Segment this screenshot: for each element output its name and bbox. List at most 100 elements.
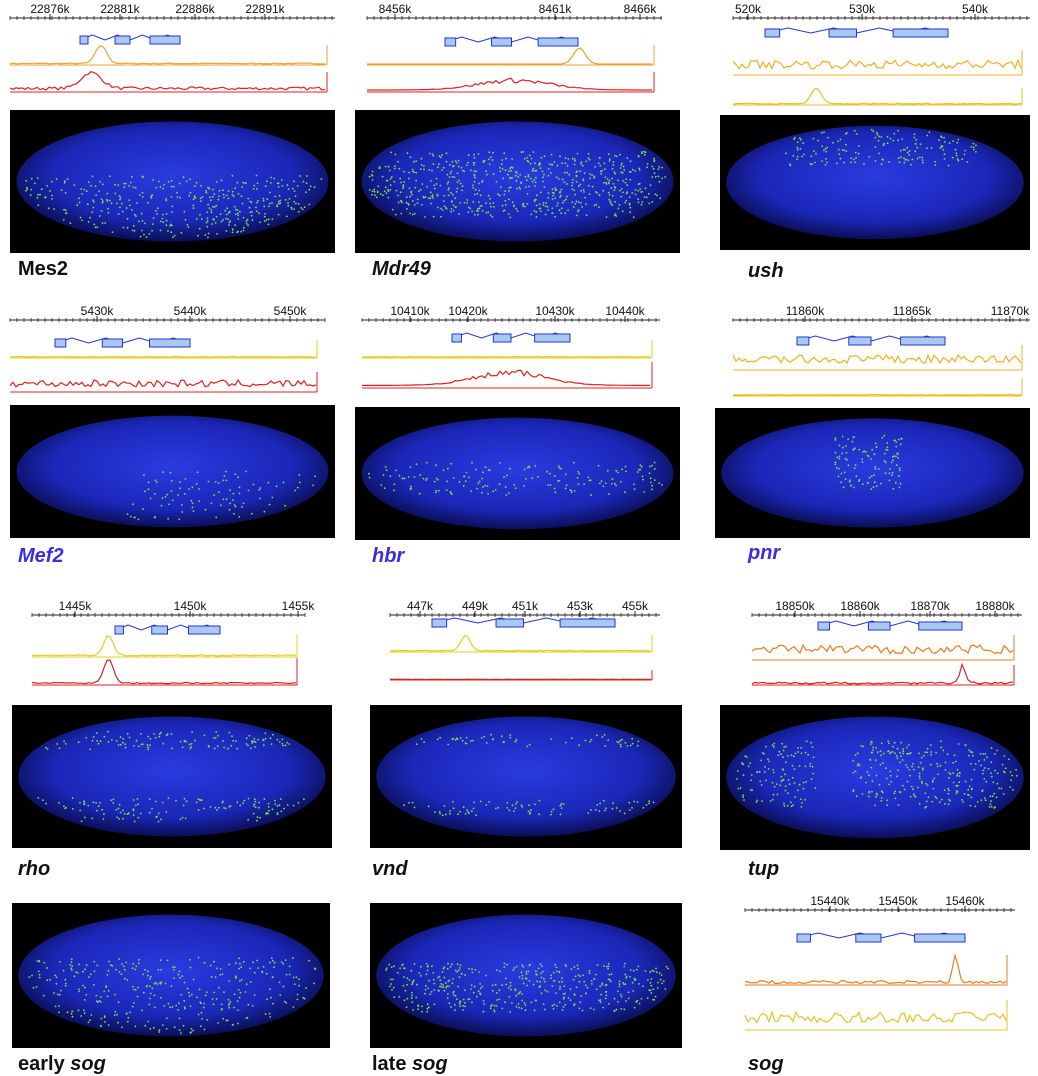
expression-dot xyxy=(935,164,937,166)
expression-dot xyxy=(254,994,256,996)
expression-dot xyxy=(457,813,459,815)
expression-dot xyxy=(792,777,794,779)
expression-dot xyxy=(495,489,497,491)
expression-dot xyxy=(515,990,517,992)
expression-dot xyxy=(956,142,958,144)
expression-dot xyxy=(657,982,659,984)
expression-dot xyxy=(163,184,165,186)
expression-dot xyxy=(226,230,228,232)
expression-dot xyxy=(645,187,647,189)
expression-dot xyxy=(282,185,284,187)
expression-dot xyxy=(888,784,890,786)
expression-dot xyxy=(237,209,239,211)
expression-dot xyxy=(572,158,574,160)
expression-dot xyxy=(941,145,943,147)
expression-dot xyxy=(1003,755,1005,757)
expression-dot xyxy=(613,183,615,185)
expression-dot xyxy=(588,185,590,187)
expression-dot xyxy=(834,463,836,465)
expression-dot xyxy=(641,151,643,153)
expression-dot xyxy=(577,153,579,155)
expression-dot xyxy=(89,217,91,219)
expression-dot xyxy=(513,206,515,208)
expression-dot xyxy=(189,744,191,746)
gene-exon xyxy=(102,339,122,347)
expression-dot xyxy=(857,752,859,754)
gene-exon xyxy=(849,337,871,345)
expression-dot xyxy=(574,189,576,191)
expression-dot xyxy=(234,993,236,995)
expression-dot xyxy=(430,191,432,193)
expression-dot xyxy=(394,483,396,485)
expression-dot xyxy=(446,152,448,154)
expression-dot xyxy=(509,178,511,180)
expression-dot xyxy=(874,466,876,468)
expression-dot xyxy=(594,978,596,980)
expression-dot xyxy=(450,173,452,175)
expression-dot xyxy=(986,756,988,758)
expression-dot xyxy=(606,966,608,968)
embryo xyxy=(18,915,323,1037)
expression-dot xyxy=(58,1005,60,1007)
expression-dot xyxy=(491,216,493,218)
expression-dot xyxy=(874,481,876,483)
expression-dot xyxy=(944,803,946,805)
expression-dot xyxy=(503,152,505,154)
expression-dot xyxy=(511,1002,513,1004)
expression-dot xyxy=(237,1009,239,1011)
expression-dot xyxy=(509,167,511,169)
expression-dot xyxy=(392,209,394,211)
expression-dot xyxy=(967,161,969,163)
embryo xyxy=(362,121,674,241)
expression-dot xyxy=(179,1018,181,1020)
expression-dot xyxy=(147,202,149,204)
expression-dot xyxy=(218,195,220,197)
expression-dot xyxy=(242,182,244,184)
expression-dot xyxy=(935,752,937,754)
tick-label: 8461k xyxy=(539,2,573,16)
embryo xyxy=(376,716,676,836)
expression-dot xyxy=(948,777,950,779)
expression-dot xyxy=(562,1009,564,1011)
expression-dot xyxy=(414,476,416,478)
expression-dot xyxy=(86,964,88,966)
expression-dot xyxy=(78,991,80,993)
expression-dot xyxy=(263,744,265,746)
expression-dot xyxy=(479,207,481,209)
expression-dot xyxy=(238,493,240,495)
expression-dot xyxy=(320,178,322,180)
expression-dot xyxy=(450,463,452,465)
expression-dot xyxy=(620,481,622,483)
expression-dot xyxy=(188,195,190,197)
panel: 8456k8461k8466kMdr49 xyxy=(355,2,680,280)
expression-dot xyxy=(36,986,38,988)
expression-dot xyxy=(947,793,949,795)
expression-dot xyxy=(191,486,193,488)
expression-dot xyxy=(898,804,900,806)
expression-dot xyxy=(503,210,505,212)
expression-dot xyxy=(458,969,460,971)
expression-dot xyxy=(984,753,986,755)
expression-dot xyxy=(596,192,598,194)
tick-label: 18870k xyxy=(910,599,950,613)
expression-dot xyxy=(160,983,162,985)
expression-dot xyxy=(609,194,611,196)
expression-dot xyxy=(193,207,195,209)
expression-dot xyxy=(200,185,202,187)
expression-dot xyxy=(212,196,214,198)
expression-dot xyxy=(288,743,290,745)
expression-dot xyxy=(510,985,512,987)
expression-dot xyxy=(123,183,125,185)
expression-dot xyxy=(95,226,97,228)
expression-dot xyxy=(297,185,299,187)
signal-track xyxy=(733,60,1021,68)
expression-dot xyxy=(51,181,53,183)
expression-dot xyxy=(962,801,964,803)
expression-dot xyxy=(606,984,608,986)
expression-dot xyxy=(127,218,129,220)
expression-dot xyxy=(490,206,492,208)
expression-dot xyxy=(903,149,905,151)
expression-dot xyxy=(626,184,628,186)
expression-dot xyxy=(516,172,518,174)
expression-dot xyxy=(397,161,399,163)
